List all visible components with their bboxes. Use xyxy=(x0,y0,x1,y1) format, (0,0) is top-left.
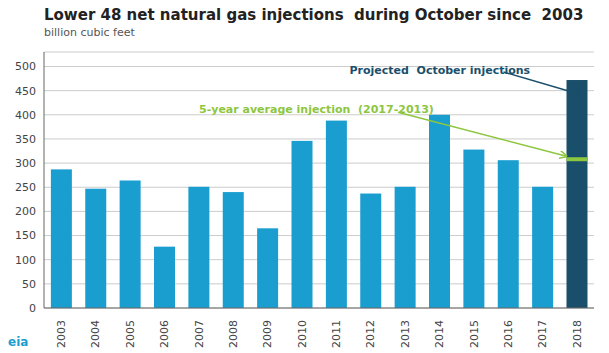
svg-text:400: 400 xyxy=(15,109,36,122)
svg-text:2018: 2018 xyxy=(571,320,584,348)
svg-text:350: 350 xyxy=(15,133,36,146)
svg-text:2015: 2015 xyxy=(468,320,481,348)
svg-text:Projected October injections: Projected October injections xyxy=(350,64,531,77)
svg-text:500: 500 xyxy=(15,60,36,73)
svg-text:300: 300 xyxy=(15,157,36,170)
svg-text:2004: 2004 xyxy=(89,320,102,348)
svg-text:50: 50 xyxy=(22,278,36,291)
svg-text:150: 150 xyxy=(15,229,36,242)
svg-text:450: 450 xyxy=(15,85,36,98)
svg-text:2005: 2005 xyxy=(124,320,137,348)
svg-text:2006: 2006 xyxy=(158,320,171,348)
html-text:eia: eia xyxy=(8,335,29,349)
svg-text:200: 200 xyxy=(15,205,36,218)
svg-text:2008: 2008 xyxy=(227,320,240,348)
svg-text:2013: 2013 xyxy=(399,320,412,348)
svg-text:0: 0 xyxy=(29,302,36,315)
svg-text:5-year average injection (201: 5-year average injection (2017-2013) xyxy=(199,103,434,116)
svg-text:2007: 2007 xyxy=(193,320,206,348)
svg-text:2016: 2016 xyxy=(502,320,515,348)
html-text:billion cubic feet: billion cubic feet xyxy=(44,26,135,39)
svg-text:2011: 2011 xyxy=(330,320,343,348)
svg-text:250: 250 xyxy=(15,181,36,194)
svg-text:2003: 2003 xyxy=(55,320,68,348)
svg-text:2014: 2014 xyxy=(433,320,446,348)
svg-text:2012: 2012 xyxy=(364,320,377,348)
svg-text:2010: 2010 xyxy=(296,320,309,348)
svg-text:100: 100 xyxy=(15,254,36,267)
svg-text:2009: 2009 xyxy=(261,320,274,348)
html-text:Lower 48 net natural gas injec: Lower 48 net natural gas injections duri… xyxy=(44,6,584,24)
svg-text:2017: 2017 xyxy=(536,320,549,348)
